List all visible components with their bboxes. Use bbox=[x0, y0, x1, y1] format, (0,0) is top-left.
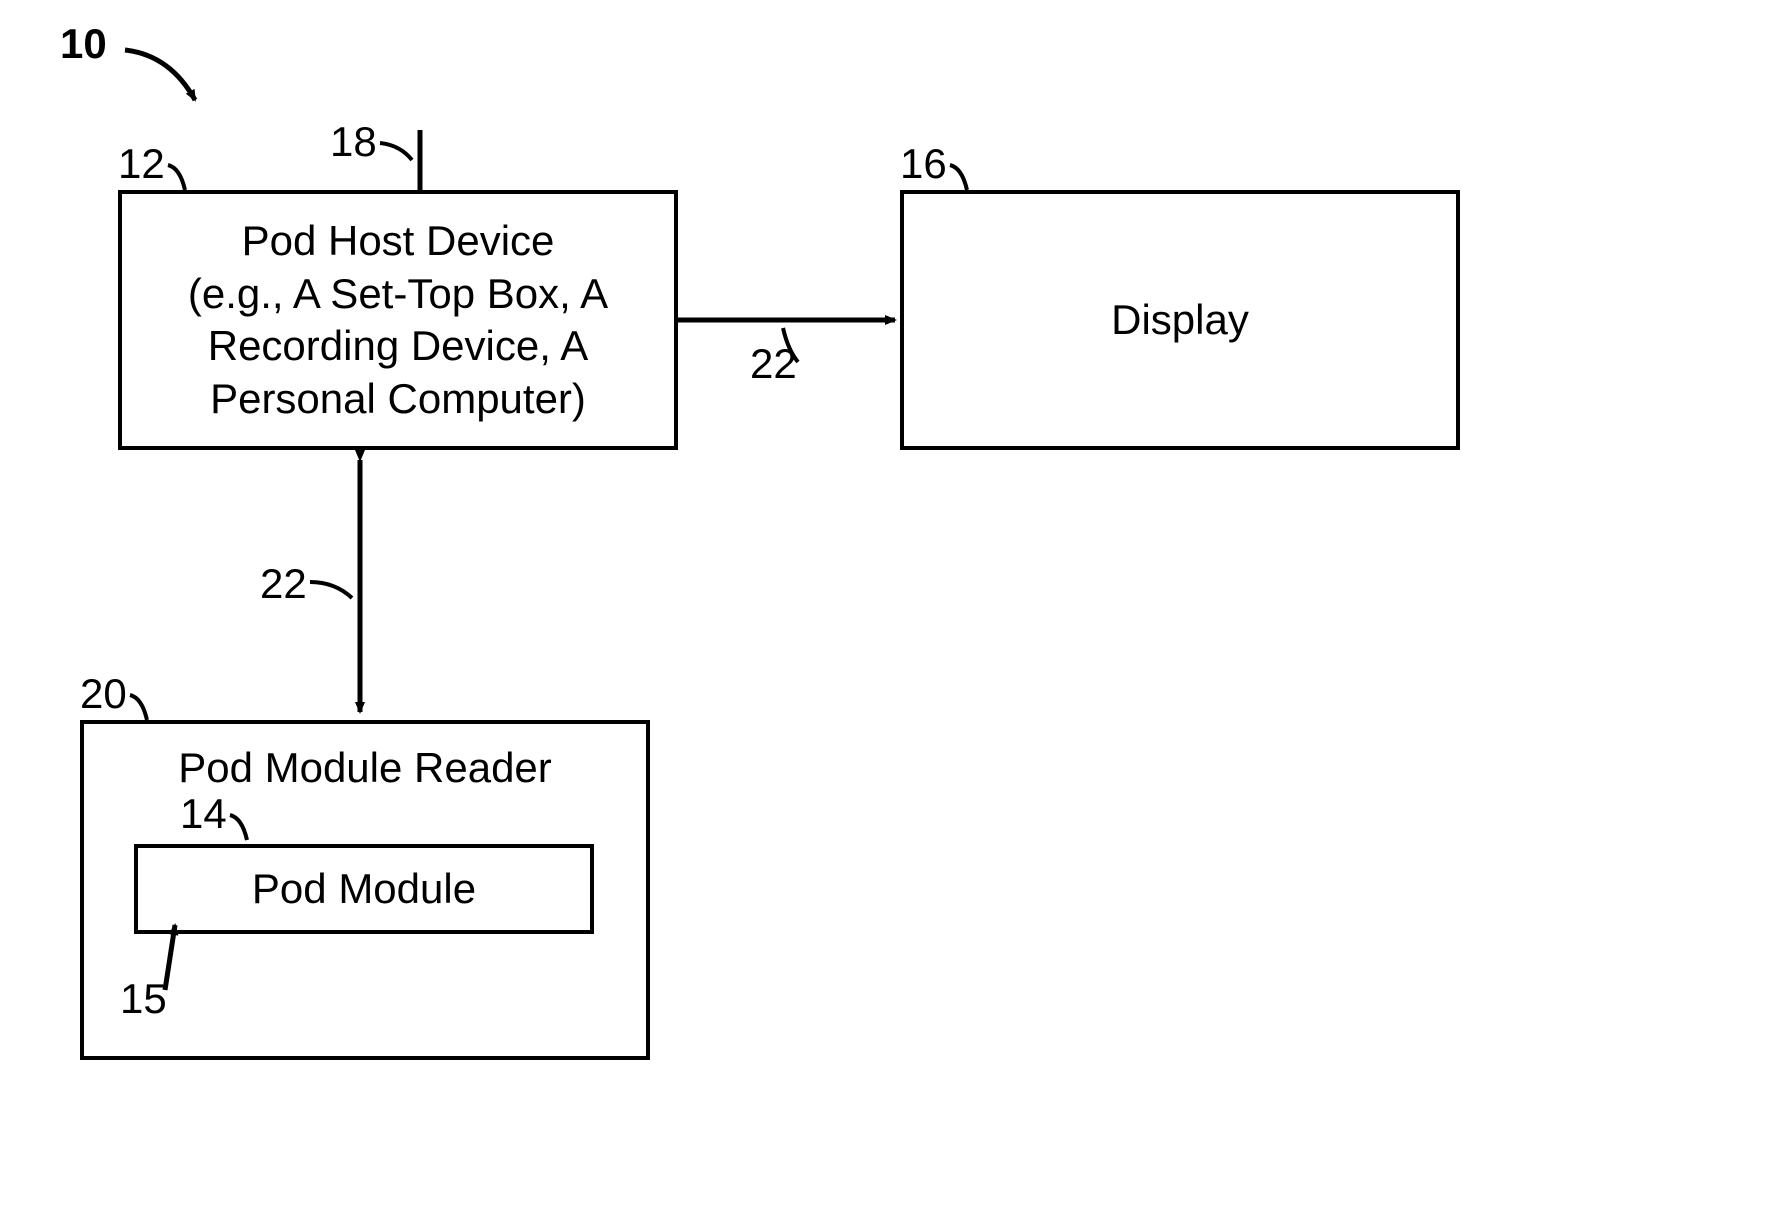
hook-16 bbox=[950, 165, 967, 190]
label-system-10: 10 bbox=[60, 20, 107, 68]
pod-host-device-text: Pod Host Device(e.g., A Set-Top Box, ARe… bbox=[178, 215, 618, 425]
system-arrow bbox=[125, 50, 195, 100]
hook-22-reader bbox=[310, 582, 352, 598]
hook-12 bbox=[168, 165, 185, 190]
pod-module-reader-title: Pod Module Reader bbox=[84, 742, 646, 795]
label-display-16: 16 bbox=[900, 140, 947, 188]
display-text: Display bbox=[1101, 294, 1259, 347]
pod-module-box: Pod Module bbox=[134, 844, 594, 934]
label-inner-arrow-15: 15 bbox=[120, 975, 167, 1023]
label-antenna-18: 18 bbox=[330, 118, 377, 166]
pod-host-device-box: Pod Host Device(e.g., A Set-Top Box, ARe… bbox=[118, 190, 678, 450]
label-conn-display-22: 22 bbox=[750, 340, 797, 388]
hook-20 bbox=[130, 695, 147, 720]
label-inner-14: 14 bbox=[180, 790, 227, 838]
diagram-canvas: Pod Host Device(e.g., A Set-Top Box, ARe… bbox=[0, 0, 1780, 1220]
display-box: Display bbox=[900, 190, 1460, 450]
label-reader-20: 20 bbox=[80, 670, 127, 718]
label-host-12: 12 bbox=[118, 140, 165, 188]
hook-18 bbox=[380, 143, 412, 160]
pod-module-text: Pod Module bbox=[242, 863, 486, 916]
label-conn-reader-22: 22 bbox=[260, 560, 307, 608]
